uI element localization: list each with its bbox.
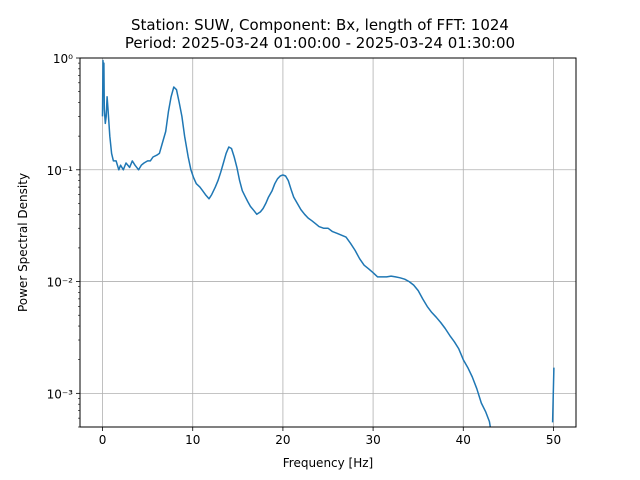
x-tick-label: 0 (99, 433, 107, 447)
psd-series-line-1 (101, 59, 492, 427)
chart-title-line-1: Station: SUW, Component: Bx, length of F… (131, 16, 509, 34)
x-tick-label: 30 (365, 433, 380, 447)
plot-frame (79, 57, 577, 428)
x-tick-label: 20 (275, 433, 290, 447)
chart-title-line-2: Period: 2025-03-24 01:00:00 - 2025-03-24… (124, 34, 516, 52)
psd-series-line-2 (551, 367, 555, 423)
x-tick-label: 50 (546, 433, 561, 447)
x-tick-label: 40 (456, 433, 471, 447)
y-axis-label: Power Spectral Density (16, 173, 30, 312)
y-tick-label: 10⁻³ (47, 387, 74, 401)
y-tick-label: 10⁻¹ (47, 164, 74, 178)
y-tick-label: 10⁻² (47, 276, 74, 290)
y-tick-label: 10⁰ (53, 52, 73, 66)
x-axis-label: Frequency [Hz] (283, 456, 374, 470)
x-tick-label: 10 (185, 433, 200, 447)
